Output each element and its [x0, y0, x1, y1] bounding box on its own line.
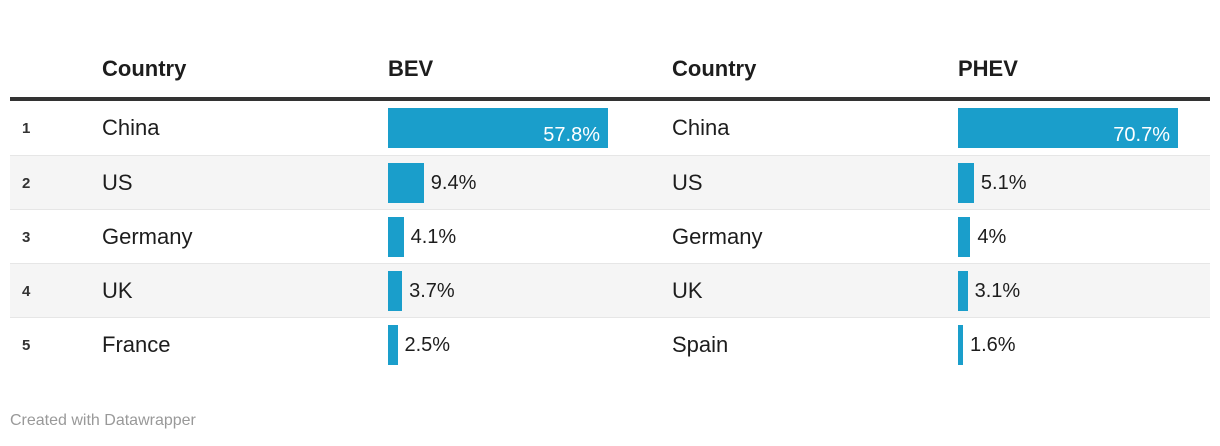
phev-cell: 1.6%	[958, 318, 1210, 372]
phev-value-label: 4%	[977, 226, 1007, 248]
country-phev-cell: China	[672, 115, 730, 140]
bev-value-label: 2.5%	[404, 334, 451, 356]
phev-cell: 3.1%	[958, 264, 1210, 318]
rank-cell: 5	[22, 336, 31, 354]
bev-value-label: 4.1%	[410, 226, 457, 248]
table-row: 5 France 2.5% Spain 1.6%	[10, 317, 1210, 371]
phev-bar	[958, 217, 971, 257]
rank-cell: 2	[22, 174, 31, 192]
bev-bar	[388, 271, 403, 311]
table-row: 4 UK 3.7% UK 3.1%	[10, 263, 1210, 317]
phev-value-label: 5.1%	[980, 172, 1027, 194]
phev-cell: 4%	[958, 210, 1210, 264]
country-bev-cell: Germany	[102, 224, 193, 249]
bev-cell: 2.5%	[388, 318, 672, 372]
phev-bar: 70.7%	[958, 108, 1178, 148]
phev-bar	[958, 271, 968, 311]
country-bev-cell: UK	[102, 278, 133, 303]
header-phev: PHEV	[958, 55, 1018, 81]
phev-bar	[958, 163, 974, 203]
phev-cell: 70.7%	[958, 101, 1210, 155]
table-row: 3 Germany 4.1% Germany 4%	[10, 209, 1210, 263]
credit-link[interactable]: Created with Datawrapper	[10, 412, 196, 429]
bev-value-label: 57.8%	[543, 124, 600, 146]
header-country-bev: Country	[102, 55, 187, 81]
bev-cell: 4.1%	[388, 210, 672, 264]
phev-value-label: 1.6%	[970, 334, 1016, 356]
bev-value-label: 3.7%	[409, 280, 455, 302]
header-country-phev: Country	[672, 55, 757, 81]
phev-cell: 5.1%	[958, 156, 1210, 210]
table-row: 2 US 9.4% US 5.1%	[10, 155, 1210, 209]
country-phev-cell: UK	[672, 278, 703, 303]
header-bev: BEV	[388, 55, 434, 81]
phev-value-label: 3.1%	[974, 280, 1021, 302]
bev-bar	[388, 163, 424, 203]
country-phev-cell: Spain	[672, 332, 729, 357]
phev-bar	[958, 325, 963, 365]
bev-cell: 9.4%	[388, 156, 672, 210]
country-phev-cell: Germany	[672, 224, 763, 249]
country-bev-cell: China	[102, 115, 160, 140]
bev-value-label: 9.4%	[430, 172, 477, 194]
bev-cell: 3.7%	[388, 264, 672, 318]
bev-bar: 57.8%	[388, 108, 608, 148]
bev-bar	[388, 217, 404, 257]
rank-cell: 4	[22, 282, 31, 300]
bev-bar	[388, 325, 398, 365]
data-table: Country BEV Country PHEV 1 China 57.8% Chin…	[10, 40, 1210, 371]
country-bev-cell: France	[102, 332, 171, 357]
country-phev-cell: US	[672, 170, 703, 195]
rank-cell: 3	[22, 228, 31, 246]
bev-cell: 57.8%	[388, 101, 672, 155]
table-row: 1 China 57.8% China 70.7%	[10, 101, 1210, 155]
table-header-row: Country BEV Country PHEV	[10, 40, 1210, 101]
phev-value-label: 70.7%	[1113, 124, 1170, 146]
table-body: 1 China 57.8% China 70.7% 2 US 9.4% US 5.1% 3 Germa…	[10, 101, 1210, 371]
country-bev-cell: US	[102, 170, 133, 195]
rank-cell: 1	[22, 119, 31, 137]
